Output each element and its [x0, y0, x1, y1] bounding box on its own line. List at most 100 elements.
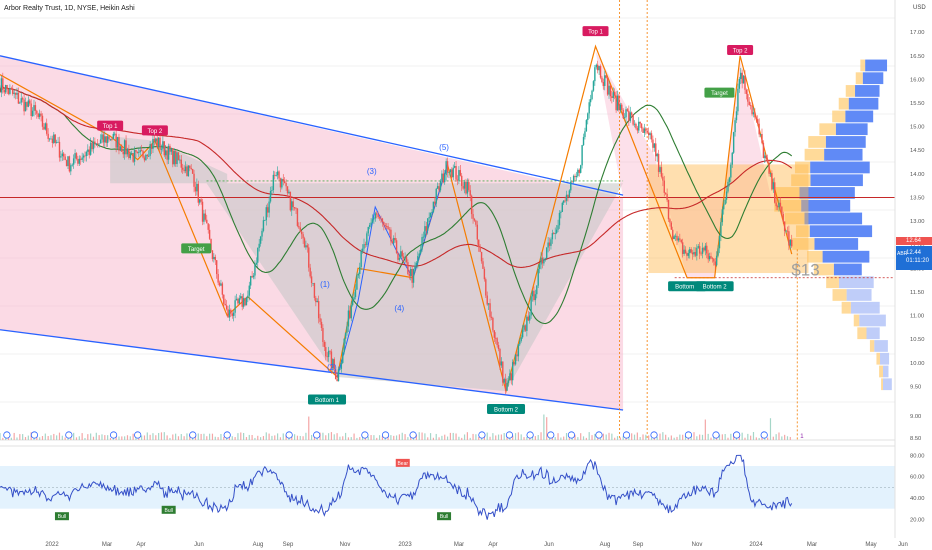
candle-body: [50, 138, 52, 140]
candle-body: [441, 173, 443, 181]
candle-body: [136, 151, 139, 153]
candle-body: [628, 110, 630, 121]
volume-bar: [333, 434, 335, 440]
candle-body: [214, 256, 216, 261]
vp-bar-up: [855, 85, 880, 97]
candle-body: [483, 268, 486, 280]
candle-body: [530, 296, 532, 316]
candle-body: [38, 113, 41, 117]
candle-body: [302, 234, 304, 239]
volume-bar: [543, 414, 545, 440]
candle-body: [189, 165, 191, 168]
x-tick-label: Mar: [807, 542, 817, 548]
volume-bar: [659, 433, 661, 440]
candle-body: [735, 111, 738, 121]
vp-bar-down: [860, 59, 866, 72]
volume-bar: [458, 436, 460, 440]
candle-body: [550, 239, 552, 246]
value-area: [648, 164, 809, 274]
candle-body: [653, 143, 656, 148]
candle-body: [211, 250, 214, 260]
candle-body: [36, 110, 38, 114]
volume-bar: [90, 433, 92, 440]
volume-bar: [554, 437, 556, 440]
candle-body: [360, 250, 362, 267]
candle-body: [395, 240, 398, 253]
candle-body: [432, 201, 435, 213]
y-tick-label: 13.00: [910, 219, 925, 225]
volume-bar: [523, 437, 525, 440]
candle-body: [509, 373, 511, 381]
dividend-marker: [313, 431, 321, 439]
candle-body: [715, 255, 718, 266]
candle-body: [163, 141, 165, 156]
rsi-divergence-label: Bull: [440, 514, 448, 520]
candle-body: [104, 136, 106, 143]
pattern-label: Top 1: [588, 30, 603, 36]
volume-bar: [478, 437, 480, 440]
volume-bar: [410, 436, 412, 440]
candle-body: [400, 251, 402, 258]
candle-body: [258, 243, 260, 248]
candle-body: [506, 382, 508, 391]
dividend-marker: [526, 431, 534, 439]
last-price: 12.44: [906, 250, 922, 256]
volume-bar: [248, 434, 250, 440]
candle-body: [279, 178, 282, 188]
vp-bar-up: [810, 161, 870, 174]
currency-label[interactable]: USD: [913, 5, 926, 11]
candle-body: [554, 233, 556, 234]
candle-body: [424, 226, 426, 237]
volume-bar: [353, 433, 355, 440]
volume-bar: [243, 432, 245, 440]
y-tick-label: 14.00: [910, 172, 925, 178]
vp-bar-up: [835, 123, 868, 136]
candle-body: [380, 218, 382, 220]
volume-bar: [254, 437, 256, 440]
dividend-marker: [712, 431, 720, 439]
pattern-label: Bottom 1: [675, 285, 700, 291]
candle-body: [575, 175, 578, 178]
volume-bar: [690, 435, 692, 440]
candle-body: [487, 303, 490, 305]
candle-body: [174, 151, 177, 165]
candle-body: [465, 181, 467, 194]
candle-body: [635, 123, 637, 129]
y-tick-label: 14.50: [910, 148, 925, 154]
candle-body: [291, 201, 293, 211]
candle-body: [791, 239, 793, 247]
candle-body: [521, 329, 524, 338]
candle-body: [343, 338, 345, 353]
candle-body: [619, 104, 622, 111]
candle-body: [451, 169, 453, 178]
candle-body: [208, 229, 211, 239]
y-tick-label: 10.50: [910, 337, 925, 343]
volume-bar: [160, 432, 163, 440]
candle-body: [223, 294, 225, 304]
volume-bar: [265, 432, 267, 440]
candle-body: [781, 206, 783, 214]
volume-bar: [616, 436, 619, 440]
candle-body: [526, 316, 528, 331]
candle-body: [247, 295, 249, 298]
candle-body: [351, 299, 354, 306]
dividend-marker: [134, 431, 142, 439]
vp-bar-up: [838, 276, 874, 289]
candle-body: [75, 153, 78, 159]
candle-body: [589, 99, 592, 103]
candle-body: [316, 301, 318, 303]
wave-label: (2): [327, 363, 337, 372]
volume-bar: [628, 436, 630, 440]
candle-body: [687, 253, 690, 256]
volume-bar: [186, 433, 188, 440]
volume-bar: [577, 437, 579, 440]
pattern-label: Top 1: [103, 124, 118, 130]
pattern-label-box: [97, 120, 124, 131]
candle-body: [513, 362, 515, 365]
volume-bar: [251, 435, 253, 440]
candle-body: [643, 128, 646, 133]
rsi-divergence-box: [54, 512, 69, 521]
candle-body: [421, 237, 423, 250]
volume-bar: [234, 437, 236, 440]
